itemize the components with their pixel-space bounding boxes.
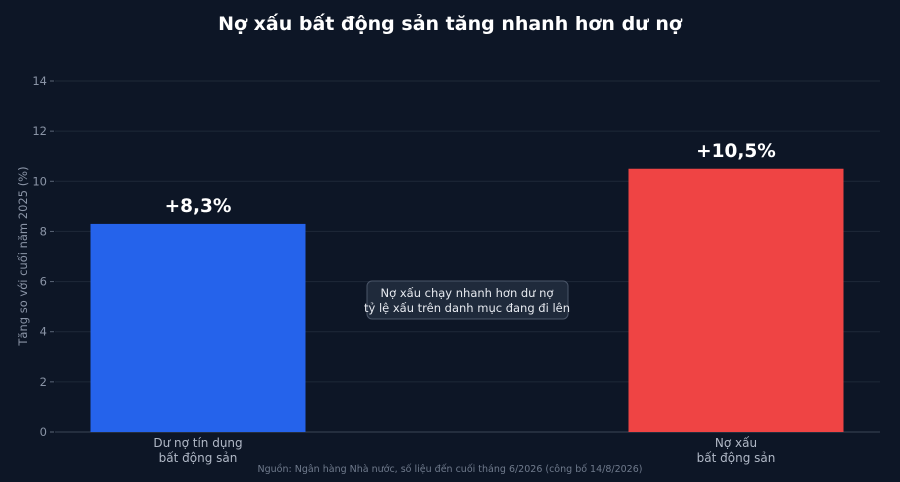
bar-2	[628, 168, 844, 432]
y-tick-label: 0	[40, 425, 47, 439]
y-tick-label: 10	[32, 174, 47, 188]
y-tick-label: 4	[40, 325, 47, 339]
y-tick-label: 2	[40, 375, 47, 389]
value-label-1: +8,3%	[165, 196, 232, 217]
category-label-1-line-2: bất động sản	[159, 451, 238, 465]
chart-title: Nợ xấu bất động sản tăng nhanh hơn dư nợ	[218, 12, 683, 35]
annotation-box: Nợ xấu chạy nhanh hơn dư nợ tỷ lệ xấu tr…	[364, 280, 570, 320]
category-label-1-line-1: Dư nợ tín dụng	[153, 436, 242, 450]
annotation-background	[366, 280, 569, 320]
value-labels: +8,3% +10,5%	[165, 141, 776, 217]
y-tick-label: 8	[40, 224, 47, 238]
source-note: Nguồn: Ngân hàng Nhà nước, số liệu đến c…	[258, 464, 643, 475]
y-tick-label: 14	[32, 74, 47, 88]
bar-1	[90, 223, 306, 432]
value-label-2: +10,5%	[696, 141, 776, 162]
annotation-line-2: tỷ lệ xấu trên danh mục đang đi lên	[364, 301, 570, 315]
y-axis-ticks: 0 2 4 6 8 10 12 14	[32, 74, 54, 439]
y-tick-label: 12	[32, 124, 47, 138]
bars	[90, 168, 844, 432]
y-tick-label: 6	[40, 275, 47, 289]
annotation-line-1: Nợ xấu chạy nhanh hơn dư nợ	[381, 286, 554, 300]
category-label-2-line-1: Nợ xấu	[715, 436, 757, 450]
category-label-2-line-2: bất động sản	[697, 451, 776, 465]
y-axis-label: Tăng so với cuối năm 2025 (%)	[16, 166, 30, 346]
